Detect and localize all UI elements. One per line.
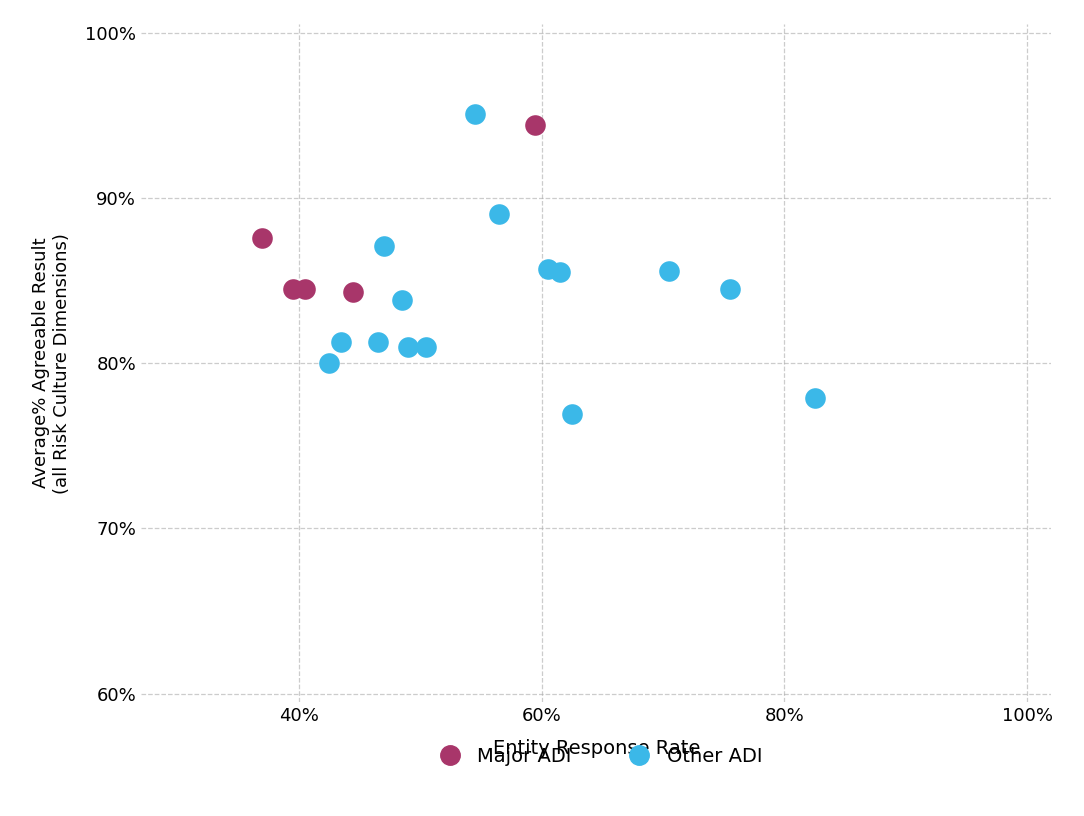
Point [806, 392, 824, 405]
Point [466, 107, 483, 120]
Point [375, 239, 392, 252]
Point [321, 357, 338, 370]
Point [333, 335, 350, 348]
Y-axis label: Average% Agreeable Result
(all Risk Culture Dimensions): Average% Agreeable Result (all Risk Cult… [33, 233, 72, 494]
Point [345, 286, 362, 299]
Point [660, 264, 678, 277]
Point [417, 340, 435, 353]
X-axis label: Entity Response Rate: Entity Response Rate [492, 738, 700, 757]
Point [284, 282, 301, 295]
Point [564, 408, 581, 421]
Point [539, 263, 556, 276]
Point [254, 231, 271, 244]
Point [296, 282, 313, 295]
Point [527, 118, 544, 131]
Point [393, 294, 411, 307]
Point [490, 208, 507, 221]
Legend: Major ADI, Other ADI: Major ADI, Other ADI [423, 738, 770, 774]
Point [721, 282, 738, 295]
Point [369, 335, 386, 348]
Point [399, 340, 416, 353]
Point [551, 266, 568, 279]
